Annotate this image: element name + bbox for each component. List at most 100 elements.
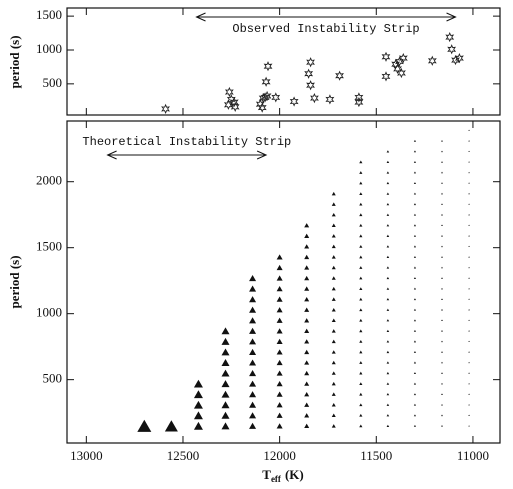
model-triangle bbox=[221, 348, 230, 356]
model-triangle bbox=[441, 171, 443, 174]
model-triangle bbox=[386, 340, 390, 343]
model-triangle bbox=[413, 277, 417, 279]
observed-star bbox=[398, 52, 408, 64]
model-triangle bbox=[468, 245, 470, 248]
model-triangle bbox=[193, 421, 203, 430]
model-triangle bbox=[441, 340, 443, 343]
observed-star bbox=[451, 54, 460, 66]
observed-star bbox=[229, 96, 239, 108]
model-triangle bbox=[331, 402, 336, 407]
model-triangle bbox=[468, 224, 470, 226]
model-triangle bbox=[386, 361, 390, 364]
model-triangle bbox=[221, 359, 230, 366]
model-triangle bbox=[441, 277, 443, 279]
model-triangle bbox=[468, 309, 470, 311]
model-triangle bbox=[386, 276, 390, 280]
model-triangle bbox=[249, 327, 257, 334]
observed-star bbox=[306, 57, 315, 68]
model-triangle bbox=[304, 265, 310, 270]
model-triangle bbox=[221, 422, 230, 430]
model-triangle bbox=[331, 297, 336, 301]
model-triangle bbox=[468, 298, 470, 300]
model-triangle bbox=[249, 422, 257, 429]
model-triangle bbox=[386, 287, 390, 290]
model-triangle bbox=[468, 192, 470, 195]
model-triangle bbox=[304, 254, 310, 260]
model-triangle bbox=[468, 351, 470, 353]
model-triangle bbox=[468, 161, 470, 163]
y-tick-label: 2000 bbox=[36, 173, 62, 188]
model-triangle bbox=[468, 256, 470, 258]
model-triangle bbox=[386, 171, 390, 174]
observed-star bbox=[354, 92, 364, 103]
model-triangle bbox=[249, 380, 257, 387]
model-triangle bbox=[304, 223, 310, 228]
model-triangle bbox=[304, 328, 310, 334]
model-triangle bbox=[276, 391, 283, 397]
model-triangle bbox=[276, 254, 283, 260]
model-triangle bbox=[441, 150, 443, 153]
model-triangle bbox=[276, 349, 283, 355]
annotation-text: Theoretical Instability Strip bbox=[82, 135, 291, 149]
model-triangle bbox=[331, 265, 336, 270]
model-triangle bbox=[441, 382, 443, 385]
x-tick-label: 12500 bbox=[167, 448, 200, 463]
model-triangle bbox=[413, 403, 417, 406]
model-triangle bbox=[413, 245, 417, 248]
model-triangle bbox=[304, 275, 310, 281]
model-triangle bbox=[386, 350, 390, 354]
model-triangle bbox=[304, 402, 310, 407]
model-triangle bbox=[331, 381, 336, 386]
model-triangle bbox=[468, 150, 470, 153]
model-triangle bbox=[331, 371, 336, 375]
model-triangle bbox=[413, 393, 417, 396]
model-triangle bbox=[386, 245, 390, 248]
x-tick-label: 11500 bbox=[360, 448, 392, 463]
observed-star bbox=[161, 103, 170, 115]
model-triangle bbox=[468, 393, 470, 395]
model-triangle bbox=[359, 255, 363, 259]
model-triangle bbox=[359, 361, 363, 364]
model-triangle bbox=[413, 340, 417, 343]
model-triangle bbox=[359, 350, 363, 354]
model-triangle bbox=[386, 382, 390, 385]
model-triangle bbox=[359, 192, 363, 195]
model-triangle bbox=[359, 202, 363, 206]
model-triangle bbox=[441, 266, 443, 269]
observed-star bbox=[271, 92, 281, 103]
model-triangle bbox=[441, 425, 443, 427]
model-triangle bbox=[304, 413, 310, 418]
model-triangle bbox=[193, 411, 203, 420]
model-triangle bbox=[276, 264, 283, 271]
observed-star bbox=[354, 96, 364, 108]
model-triangle bbox=[359, 234, 363, 238]
model-triangle bbox=[304, 360, 310, 365]
model-triangle bbox=[304, 423, 310, 429]
observed-star bbox=[427, 55, 437, 66]
model-triangle bbox=[249, 391, 257, 398]
model-triangle bbox=[276, 359, 283, 366]
observed-star bbox=[261, 76, 271, 87]
model-triangle bbox=[221, 401, 230, 409]
model-triangle bbox=[468, 214, 470, 216]
model-triangle bbox=[304, 244, 310, 249]
x-label-unit: (K) bbox=[285, 467, 304, 482]
model-triangle bbox=[276, 285, 283, 292]
model-triangle bbox=[276, 328, 283, 334]
model-triangle bbox=[359, 371, 363, 375]
model-triangle bbox=[276, 296, 283, 302]
model-triangle bbox=[331, 350, 336, 354]
model-triangle bbox=[441, 235, 443, 237]
model-triangle bbox=[441, 192, 443, 195]
model-triangle bbox=[359, 413, 363, 417]
model-triangle bbox=[276, 370, 283, 376]
model-triangle bbox=[221, 390, 230, 398]
model-triangle bbox=[276, 412, 283, 418]
model-triangle bbox=[386, 213, 390, 216]
model-triangle bbox=[276, 338, 283, 344]
model-triangle bbox=[359, 266, 363, 269]
model-triangle bbox=[304, 339, 310, 344]
model-triangle bbox=[386, 266, 390, 269]
observed-star bbox=[391, 59, 401, 70]
model-triangle bbox=[249, 317, 257, 324]
